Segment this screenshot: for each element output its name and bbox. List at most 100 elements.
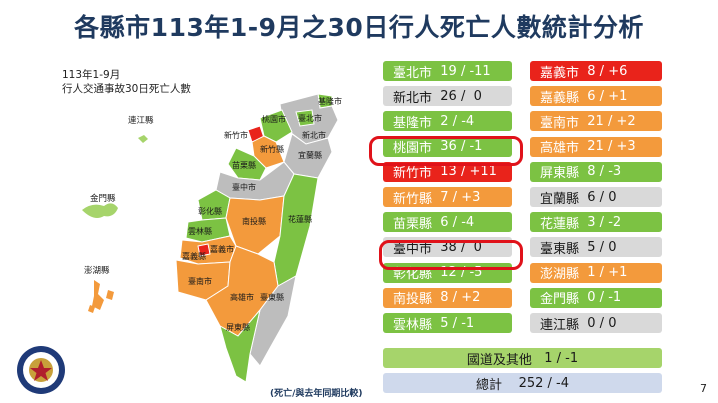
city-value: 8 / +6: [587, 63, 628, 79]
city-name: 臺南市: [540, 115, 580, 131]
cell-gap: [579, 316, 587, 331]
city-name: 臺北市: [393, 65, 433, 81]
cell-gap: [579, 240, 587, 255]
region-taipei: [295, 109, 315, 127]
national-label: 國道及其他: [466, 352, 532, 368]
city-value: 0 / 0: [587, 315, 617, 331]
city-name: 臺中市: [393, 241, 433, 257]
cell-gap: [432, 114, 440, 129]
region-nantou: [225, 195, 285, 255]
total-value: 252 / -4: [518, 375, 569, 391]
map-label-hualien: 花蓮縣: [288, 214, 312, 224]
stats-row-left-0: 臺北市 19 / -11: [383, 61, 512, 81]
stats-row-left-3: 桃園市 36 / -1: [383, 136, 512, 157]
cell-gap: [579, 290, 587, 305]
footnote: (死亡/與去年同期比較): [270, 389, 363, 399]
city-value: 8 / +2: [440, 290, 481, 306]
city-name: 南投縣: [393, 292, 433, 308]
city-value: 5 / -1: [440, 315, 475, 331]
city-value: 13 / +11: [440, 164, 497, 180]
city-name: 嘉義縣: [540, 90, 580, 106]
cell-gap: [579, 139, 587, 154]
city-name: 金門縣: [540, 292, 580, 308]
stats-row-right-4: 屏東縣 8 / -3: [530, 161, 662, 182]
map-label-taitung: 臺東縣: [260, 292, 284, 302]
map-label-newtaipei: 新北市: [302, 130, 326, 140]
map-label-kaohsiung: 高雄市: [230, 292, 254, 302]
city-value: 8 / -3: [587, 164, 622, 180]
total-gap: [502, 376, 519, 391]
emblem-star: [30, 360, 52, 381]
national-gap: [532, 351, 544, 366]
offshore-islands: [82, 135, 148, 313]
map-label-miaoli: 苗栗縣: [232, 160, 256, 170]
city-value: 6 / +1: [587, 88, 628, 104]
city-name: 彰化縣: [393, 267, 433, 283]
stats-row-right-6: 花蓮縣 3 / -2: [530, 212, 662, 233]
stats-row-right-8: 澎湖縣 1 / +1: [530, 262, 662, 283]
stats-row-right-5: 宜蘭縣 6 / 0: [530, 187, 662, 207]
city-value: 0 / -1: [587, 290, 622, 306]
region-taoyuan: [259, 109, 293, 143]
cell-gap: [579, 114, 587, 129]
stats-row-left-6: 苗栗縣 6 / -4: [383, 212, 512, 233]
stats-row-right-9: 金門縣 0 / -1: [530, 287, 662, 308]
city-value: 6 / -4: [440, 214, 475, 230]
map-label-changhua: 彰化縣: [198, 206, 222, 216]
lienchiang-island: [138, 135, 148, 143]
city-value: 6 / 0: [587, 189, 617, 205]
cell-gap: [432, 190, 440, 205]
page-title: 各縣市113年1-9月之30日行人死亡人數統計分析: [74, 13, 644, 42]
national-value: 1 / -1: [544, 350, 579, 366]
map-label-kinmen: 金門縣: [90, 194, 116, 204]
map-label-nantou: 南投縣: [242, 216, 266, 226]
stats-row-left-1: 新北市 26 / 0: [383, 86, 512, 107]
cell-gap: [579, 89, 587, 104]
stats-row-national: 國道及其他 1 / -1: [383, 348, 662, 368]
map-label-keelung: 基隆市: [318, 96, 342, 106]
cell-gap: [432, 164, 440, 179]
city-name: 嘉義市: [540, 65, 580, 81]
highlight-taichung: [379, 240, 523, 270]
map-label-lienchiang: 連江縣: [128, 116, 154, 126]
cell-gap: [579, 64, 587, 79]
region-chiayicity: [197, 243, 211, 257]
stats-row-left-5: 新竹縣 7 / +3: [383, 187, 512, 207]
city-name: 臺東縣: [540, 241, 580, 257]
stats-row-total: 總計 252 / -4: [383, 373, 662, 393]
map-note-period: 113年1-9月: [62, 69, 121, 81]
map-note: 113年1-9月 行人交通事故30日死亡人數: [62, 68, 191, 96]
cell-gap: [432, 64, 440, 79]
city-name: 新竹縣: [393, 191, 433, 207]
city-name: 連江縣: [540, 317, 580, 333]
city-name: 雲林縣: [393, 317, 433, 333]
penghu-islands: [88, 280, 114, 313]
city-value: 19 / -11: [440, 63, 491, 79]
city-name: 苗栗縣: [393, 216, 433, 232]
city-value: 5 / 0: [587, 239, 617, 255]
city-name: 新北市: [393, 90, 433, 106]
city-name: 桃園市: [393, 141, 433, 157]
kinmen-island: [82, 203, 118, 218]
stats-row-left-2: 基隆市 2 / -4: [383, 111, 512, 132]
page-number: 7: [700, 382, 707, 395]
map-label-hsinchucounty: 新竹縣: [260, 144, 284, 154]
stats-row-right-3: 高雄市 21 / +3: [530, 136, 662, 157]
city-name: 屏東縣: [540, 166, 580, 182]
stats-row-left-4: 新竹市 13 / +11: [383, 161, 512, 182]
map-label-taichung: 臺中市: [232, 182, 256, 192]
map-label-taoyuan: 桃園市: [262, 114, 286, 124]
city-name: 澎湖縣: [540, 267, 580, 283]
stats-row-right-0: 嘉義市 8 / +6: [530, 61, 662, 81]
map-note-description: 行人交通事故30日死亡人數: [62, 83, 191, 95]
cell-gap: [579, 164, 587, 179]
city-name: 花蓮縣: [540, 216, 580, 232]
taiwan-map: 基隆市 臺北市 新北市 桃園市 新竹市 新竹縣 宜蘭縣 苗栗縣 臺中市 彰化縣 …: [175, 93, 342, 383]
city-value: 21 / +3: [587, 139, 636, 155]
city-value: 38 / 0: [440, 239, 482, 255]
map-label-hsinchucity: 新竹市: [224, 130, 248, 140]
police-emblem-icon: [17, 346, 65, 394]
cell-gap: [579, 190, 587, 205]
city-value: 7 / +3: [440, 189, 481, 205]
city-name: 宜蘭縣: [540, 191, 580, 207]
